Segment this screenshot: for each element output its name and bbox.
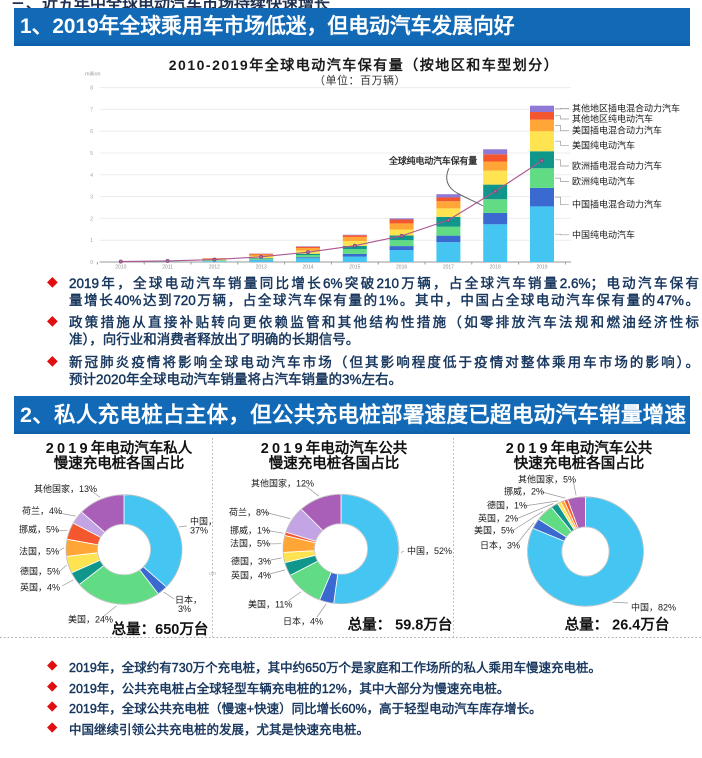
svg-text:德国，1%: 德国，1% <box>487 500 527 511</box>
svg-text:37%: 37% <box>190 526 208 536</box>
svg-text:总量： 59.8万台: 总量： 59.8万台 <box>348 616 453 634</box>
svg-text:其他国家，13%: 其他国家，13% <box>34 483 97 494</box>
svg-text:中国插电混合动力汽车: 中国插电混合动力汽车 <box>572 199 662 210</box>
svg-text:全球纯电动汽车保有量: 全球纯电动汽车保有量 <box>388 155 477 166</box>
svg-text:其他地区纯电动汽车: 其他地区纯电动汽车 <box>572 113 653 124</box>
svg-text:荷兰，4%: 荷兰，4% <box>22 505 62 516</box>
svg-text:法国，5%: 法国，5% <box>230 538 270 549</box>
svg-text:3: 3 <box>90 195 93 201</box>
svg-text:1: 1 <box>90 238 93 244</box>
svg-text:荷兰，8%: 荷兰，8% <box>229 507 269 518</box>
svg-text:2018: 2018 <box>490 265 501 271</box>
svg-text:中国纯电动汽车: 中国纯电动汽车 <box>572 229 635 240</box>
svg-text:其他国家，5%: 其他国家，5% <box>518 474 576 485</box>
svg-text:法国，5%: 法国，5% <box>19 546 59 557</box>
svg-text:7: 7 <box>90 107 93 113</box>
svg-text:2011: 2011 <box>162 265 173 271</box>
svg-text:英国，2%: 英国，2% <box>478 513 518 524</box>
svg-text:日本，4%: 日本，4% <box>283 616 323 627</box>
svg-text:2015: 2015 <box>349 265 360 271</box>
svg-text:美国，5%: 美国，5% <box>474 525 514 536</box>
svg-text:总量： 26.4万台: 总量： 26.4万台 <box>565 616 670 634</box>
svg-text:中国，: 中国， <box>190 516 217 527</box>
svg-text:日本，3%: 日本，3% <box>480 540 520 551</box>
svg-text:2010: 2010 <box>115 265 126 271</box>
svg-text:3%: 3% <box>178 604 191 614</box>
svg-text:2012: 2012 <box>209 265 220 271</box>
svg-text:挪威，2%: 挪威，2% <box>504 486 544 497</box>
svg-text:欧洲插电混合动力汽车: 欧洲插电混合动力汽车 <box>572 160 662 171</box>
svg-text:挪威，1%: 挪威，1% <box>230 525 270 536</box>
svg-text:英国，4%: 英国，4% <box>231 570 271 581</box>
svg-text:4: 4 <box>90 173 93 179</box>
svg-text:2013: 2013 <box>256 265 267 271</box>
svg-text:8: 8 <box>90 86 93 92</box>
svg-text:其他地区插电混合动力汽车: 其他地区插电混合动力汽车 <box>572 102 680 113</box>
svg-text:2019: 2019 <box>536 265 547 271</box>
svg-text:6: 6 <box>90 129 93 135</box>
svg-text:德国，5%: 德国，5% <box>20 566 60 577</box>
svg-text:英国，4%: 英国，4% <box>20 582 60 593</box>
svg-text:美国，24%: 美国，24% <box>68 614 113 625</box>
svg-text:0: 0 <box>90 260 93 266</box>
svg-text:2014: 2014 <box>302 265 313 271</box>
svg-text:其他国家，12%: 其他国家，12% <box>251 478 314 489</box>
svg-text:5: 5 <box>90 151 93 157</box>
svg-text:2017: 2017 <box>443 265 454 271</box>
svg-text:美国纯电动汽车: 美国纯电动汽车 <box>572 139 635 150</box>
svg-text:2: 2 <box>90 216 93 222</box>
svg-text:德国，3%: 德国，3% <box>231 556 271 567</box>
svg-text:million: million <box>85 72 101 78</box>
svg-text:欧洲纯电动汽车: 欧洲纯电动汽车 <box>572 176 635 187</box>
svg-text:um: um <box>209 571 216 577</box>
svg-text:日本，: 日本， <box>175 594 202 605</box>
svg-text:美国，11%: 美国，11% <box>248 599 292 610</box>
svg-text:中国，52%: 中国，52% <box>407 545 452 556</box>
svg-text:挪威，5%: 挪威，5% <box>19 524 59 535</box>
svg-text:美国插电混合动力汽车: 美国插电混合动力汽车 <box>572 125 662 136</box>
svg-text:中国，82%: 中国，82% <box>631 602 676 613</box>
svg-text:2016: 2016 <box>396 265 407 271</box>
svg-text:总量：650万台: 总量：650万台 <box>112 620 209 638</box>
